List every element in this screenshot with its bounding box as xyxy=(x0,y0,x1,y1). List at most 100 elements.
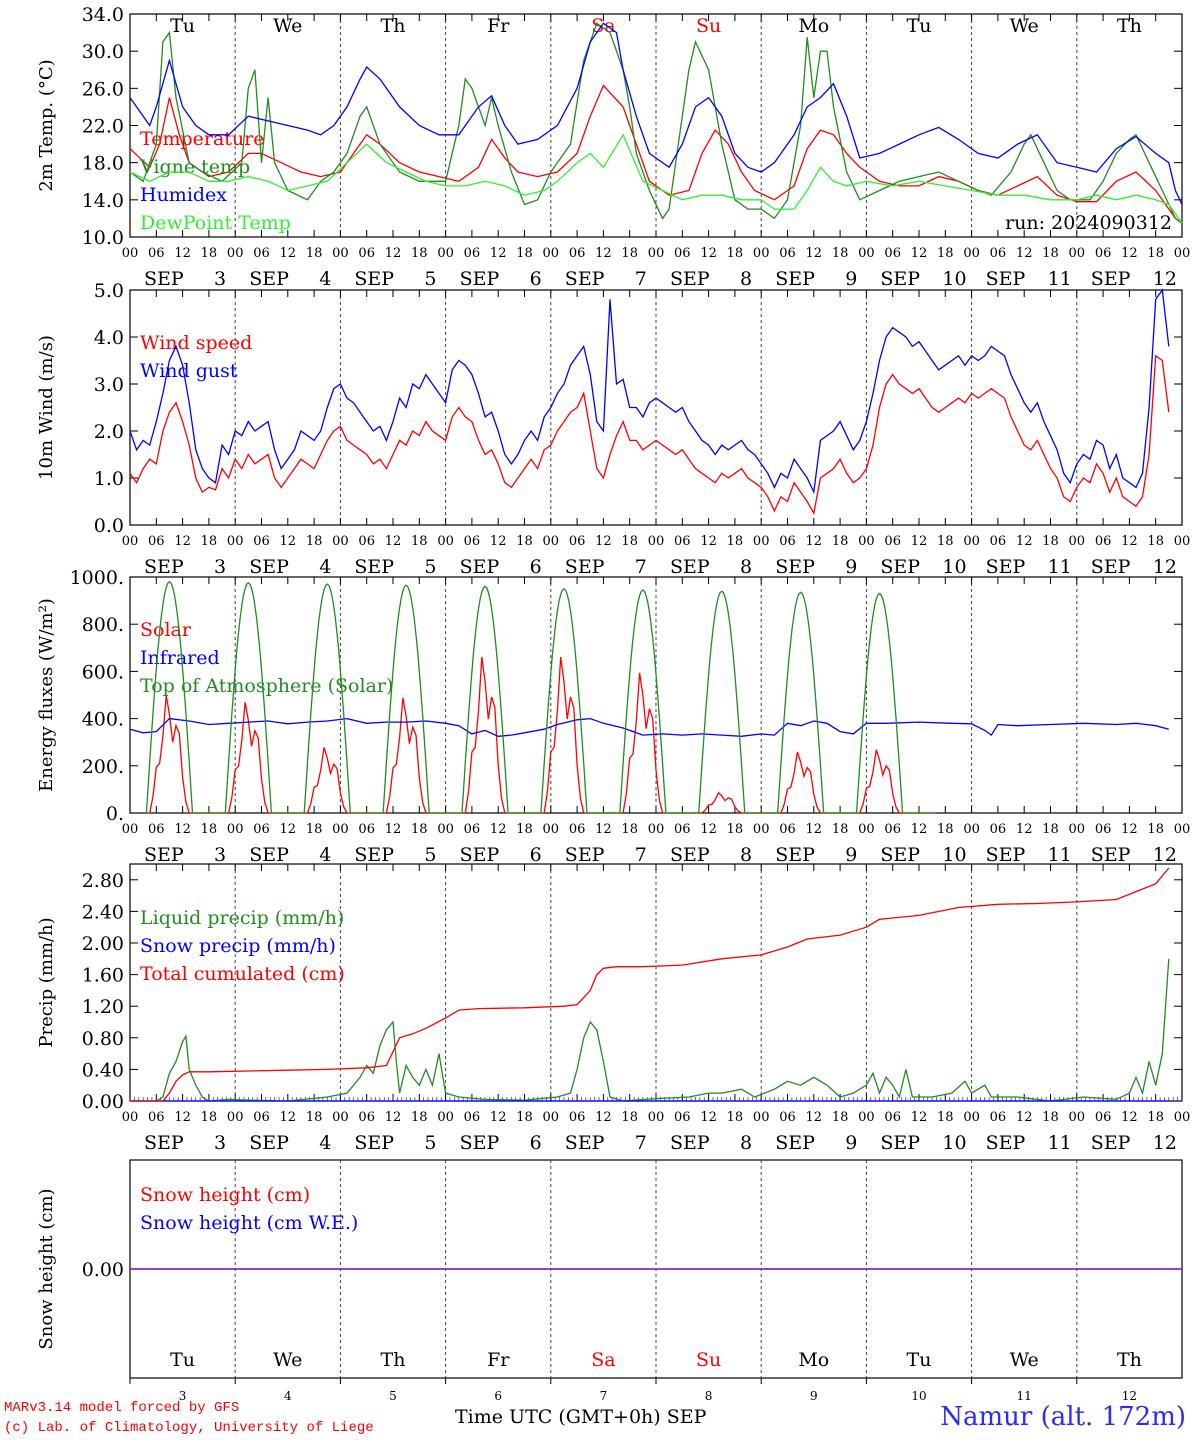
x-day-label: 9 xyxy=(845,844,857,866)
x-hour-label: 18 xyxy=(1042,1110,1059,1125)
x-hour-label: 00 xyxy=(227,1110,244,1125)
x-month-label: SEP xyxy=(354,844,394,866)
legend-entry: Temperature xyxy=(140,128,264,150)
weekday-label: Su xyxy=(696,1349,721,1371)
x-hour-label: 06 xyxy=(1095,1110,1112,1125)
x-hour-label: 18 xyxy=(411,822,428,837)
x-hour-label: 18 xyxy=(621,246,638,261)
x-day-label: 3 xyxy=(179,1389,187,1403)
x-hour-label: 12 xyxy=(1016,246,1033,261)
x-hour-label: 06 xyxy=(990,534,1007,549)
y-tick-label: 5.0 xyxy=(94,280,124,302)
x-day-label: 10 xyxy=(942,844,966,866)
x-hour-label: 18 xyxy=(832,1110,849,1125)
x-hour-label: 18 xyxy=(832,822,849,837)
y-tick-label: 4.0 xyxy=(94,327,124,349)
x-hour-label: 06 xyxy=(358,534,375,549)
x-day-label: 9 xyxy=(845,1132,857,1154)
x-hour-label: 18 xyxy=(516,822,533,837)
x-hour-label: 06 xyxy=(884,1110,901,1125)
x-day-label: 11 xyxy=(1048,844,1072,866)
x-hour-label: 12 xyxy=(595,1110,612,1125)
legend-entry: Humidex xyxy=(140,184,227,206)
x-hour-label: 18 xyxy=(516,1110,533,1125)
x-day-label: 11 xyxy=(1048,556,1072,578)
x-hour-label: 00 xyxy=(858,246,875,261)
x-hour-label: 12 xyxy=(806,246,823,261)
x-hour-label: 12 xyxy=(700,534,717,549)
x-day-label: 7 xyxy=(635,1132,647,1154)
x-day-label: 3 xyxy=(214,844,226,866)
x-hour-label: 18 xyxy=(306,246,323,261)
weekday-label: Fr xyxy=(487,1349,510,1371)
x-month-label: SEP xyxy=(249,844,289,866)
x-hour-label: 18 xyxy=(621,822,638,837)
weekday-label: Tu xyxy=(907,1349,932,1371)
credit-lab: (c) Lab. of Climatology, University of L… xyxy=(4,1420,374,1436)
x-hour-label: 00 xyxy=(1069,1110,1086,1125)
y-tick-label: 200. xyxy=(82,756,124,778)
x-hour-label: 06 xyxy=(464,246,481,261)
x-hour-label: 00 xyxy=(122,1110,139,1125)
x-hour-label: 00 xyxy=(122,822,139,837)
x-axis-title: Time UTC (GMT+0h) SEP xyxy=(455,1406,707,1428)
x-month-label: SEP xyxy=(460,1132,500,1154)
x-hour-label: 12 xyxy=(595,246,612,261)
x-hour-label: 00 xyxy=(1174,534,1191,549)
x-hour-label: 18 xyxy=(1147,1110,1164,1125)
run-label: run: 2024090312 xyxy=(1005,212,1172,234)
x-month-label: SEP xyxy=(460,268,500,290)
x-hour-label: 18 xyxy=(937,822,954,837)
x-hour-label: 06 xyxy=(990,822,1007,837)
y-tick-label: 30.0 xyxy=(82,41,124,63)
x-hour-label: 00 xyxy=(648,822,665,837)
x-hour-label: 12 xyxy=(280,534,297,549)
x-hour-label: 06 xyxy=(358,246,375,261)
weekday-label: Tu xyxy=(170,15,195,37)
x-day-label: 5 xyxy=(424,1132,436,1154)
x-hour-label: 12 xyxy=(490,246,507,261)
y-tick-label: 1000. xyxy=(70,567,124,589)
x-hour-label: 18 xyxy=(727,246,744,261)
x-hour-label: 06 xyxy=(779,534,796,549)
x-day-label: 9 xyxy=(810,1389,818,1403)
x-hour-label: 18 xyxy=(937,534,954,549)
y-tick-label: 2.00 xyxy=(82,933,124,955)
x-hour-label: 06 xyxy=(674,822,691,837)
legend-entry: Snow height (cm) xyxy=(140,1184,310,1206)
x-month-label: SEP xyxy=(460,556,500,578)
legend-entry: Wind speed xyxy=(140,332,252,354)
x-hour-label: 12 xyxy=(700,822,717,837)
x-hour-label: 12 xyxy=(806,822,823,837)
weekday-label: Mo xyxy=(798,15,829,37)
y-axis-label: Energy fluxes (W/m²) xyxy=(36,598,57,792)
x-hour-label: 12 xyxy=(911,822,928,837)
x-day-label: 7 xyxy=(635,268,647,290)
x-hour-label: 18 xyxy=(832,246,849,261)
x-day-label: 12 xyxy=(1153,556,1177,578)
x-hour-label: 12 xyxy=(595,534,612,549)
x-hour-label: 00 xyxy=(1174,246,1191,261)
x-hour-label: 06 xyxy=(358,822,375,837)
y-tick-label: 26.0 xyxy=(82,78,124,100)
x-hour-label: 12 xyxy=(1121,246,1138,261)
x-hour-label: 06 xyxy=(884,822,901,837)
x-month-label: SEP xyxy=(670,844,710,866)
x-hour-label: 06 xyxy=(148,246,165,261)
x-hour-label: 00 xyxy=(332,246,349,261)
x-day-label: 7 xyxy=(600,1389,608,1403)
x-hour-label: 00 xyxy=(332,534,349,549)
x-hour-label: 18 xyxy=(937,246,954,261)
x-hour-label: 00 xyxy=(332,1110,349,1125)
x-month-label: SEP xyxy=(880,268,920,290)
x-hour-label: 00 xyxy=(963,822,980,837)
panel-2: 10m Wind (m/s) 0.0 1.0 2.0 3.0 4.0 5.0 00 06 12 18… xyxy=(36,280,1190,578)
x-day-label: 12 xyxy=(1153,844,1177,866)
legend-entry: Infrared xyxy=(140,647,220,669)
panel-5: Snow height (cm) 0.00 Tu We Th Fr Sa Su Mo Tu We Th… xyxy=(36,1159,1183,1403)
station-name: Namur (alt. 172m) xyxy=(940,1402,1186,1432)
x-month-label: SEP xyxy=(565,844,605,866)
x-hour-label: 12 xyxy=(174,246,191,261)
x-hour-label: 06 xyxy=(884,246,901,261)
x-day-label: 4 xyxy=(319,268,331,290)
